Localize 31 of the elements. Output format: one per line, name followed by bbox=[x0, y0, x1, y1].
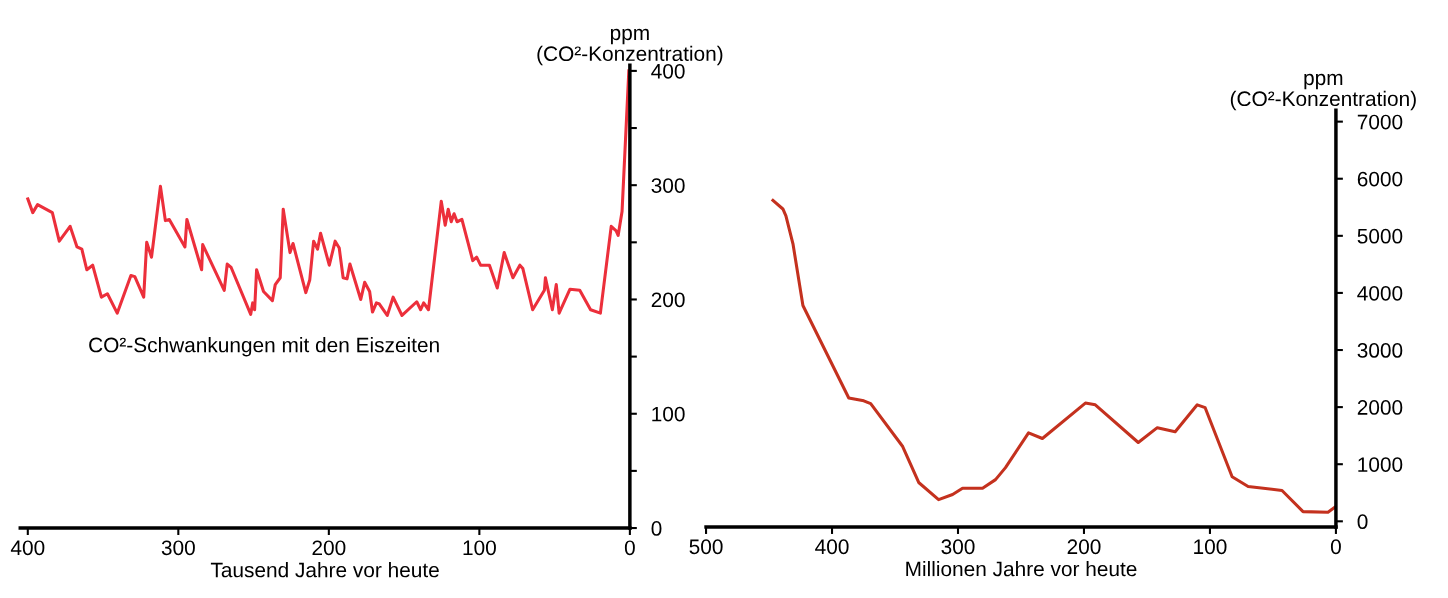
x-tick-label: 400 bbox=[10, 540, 45, 556]
x-tick-label: 300 bbox=[941, 539, 975, 555]
line-series bbox=[771, 198, 1336, 514]
x-tick-label: 100 bbox=[1194, 539, 1227, 555]
y-tick-label: 3000 bbox=[1357, 343, 1403, 358]
x-tick-label: 0 bbox=[624, 540, 635, 556]
x-tick-label: 0 bbox=[1330, 539, 1341, 555]
x-tick-label: 500 bbox=[689, 539, 723, 555]
y-tick-label: 5000 bbox=[1357, 228, 1403, 244]
x-tick-label: 200 bbox=[312, 540, 346, 556]
x-tick-label: 400 bbox=[815, 539, 849, 555]
y-axis-title: ppm (CO²-Konzentration) bbox=[1230, 73, 1416, 111]
y-tick-label: 0 bbox=[1357, 514, 1368, 530]
annotation: CO²-Schwankungen mit den Eiszeiten bbox=[89, 337, 439, 357]
x-axis-title: Millionen Jahre vor heute bbox=[906, 561, 1137, 577]
y-tick-label: 2000 bbox=[1357, 400, 1403, 415]
y-tick-label: 7000 bbox=[1357, 114, 1403, 130]
y-tick-label: 200 bbox=[651, 292, 685, 308]
y-tick-label: 4000 bbox=[1357, 285, 1403, 301]
y-axis-title: ppm (CO²-Konzentration) bbox=[537, 28, 723, 66]
y-tick-label: 0 bbox=[651, 521, 662, 536]
x-tick-label: 200 bbox=[1067, 539, 1101, 555]
x-tick-label: 100 bbox=[463, 540, 496, 556]
y-tick-label: 100 bbox=[652, 406, 685, 422]
line-series bbox=[26, 69, 630, 317]
y-tick-label: 6000 bbox=[1357, 171, 1403, 187]
x-axis-title: Tausend Jahre vor heute bbox=[210, 562, 439, 578]
x-tick-label: 300 bbox=[161, 540, 195, 556]
y-tick-label: 400 bbox=[651, 63, 685, 79]
y-tick-label: 1000 bbox=[1358, 457, 1403, 472]
y-tick-label: 300 bbox=[651, 178, 685, 193]
